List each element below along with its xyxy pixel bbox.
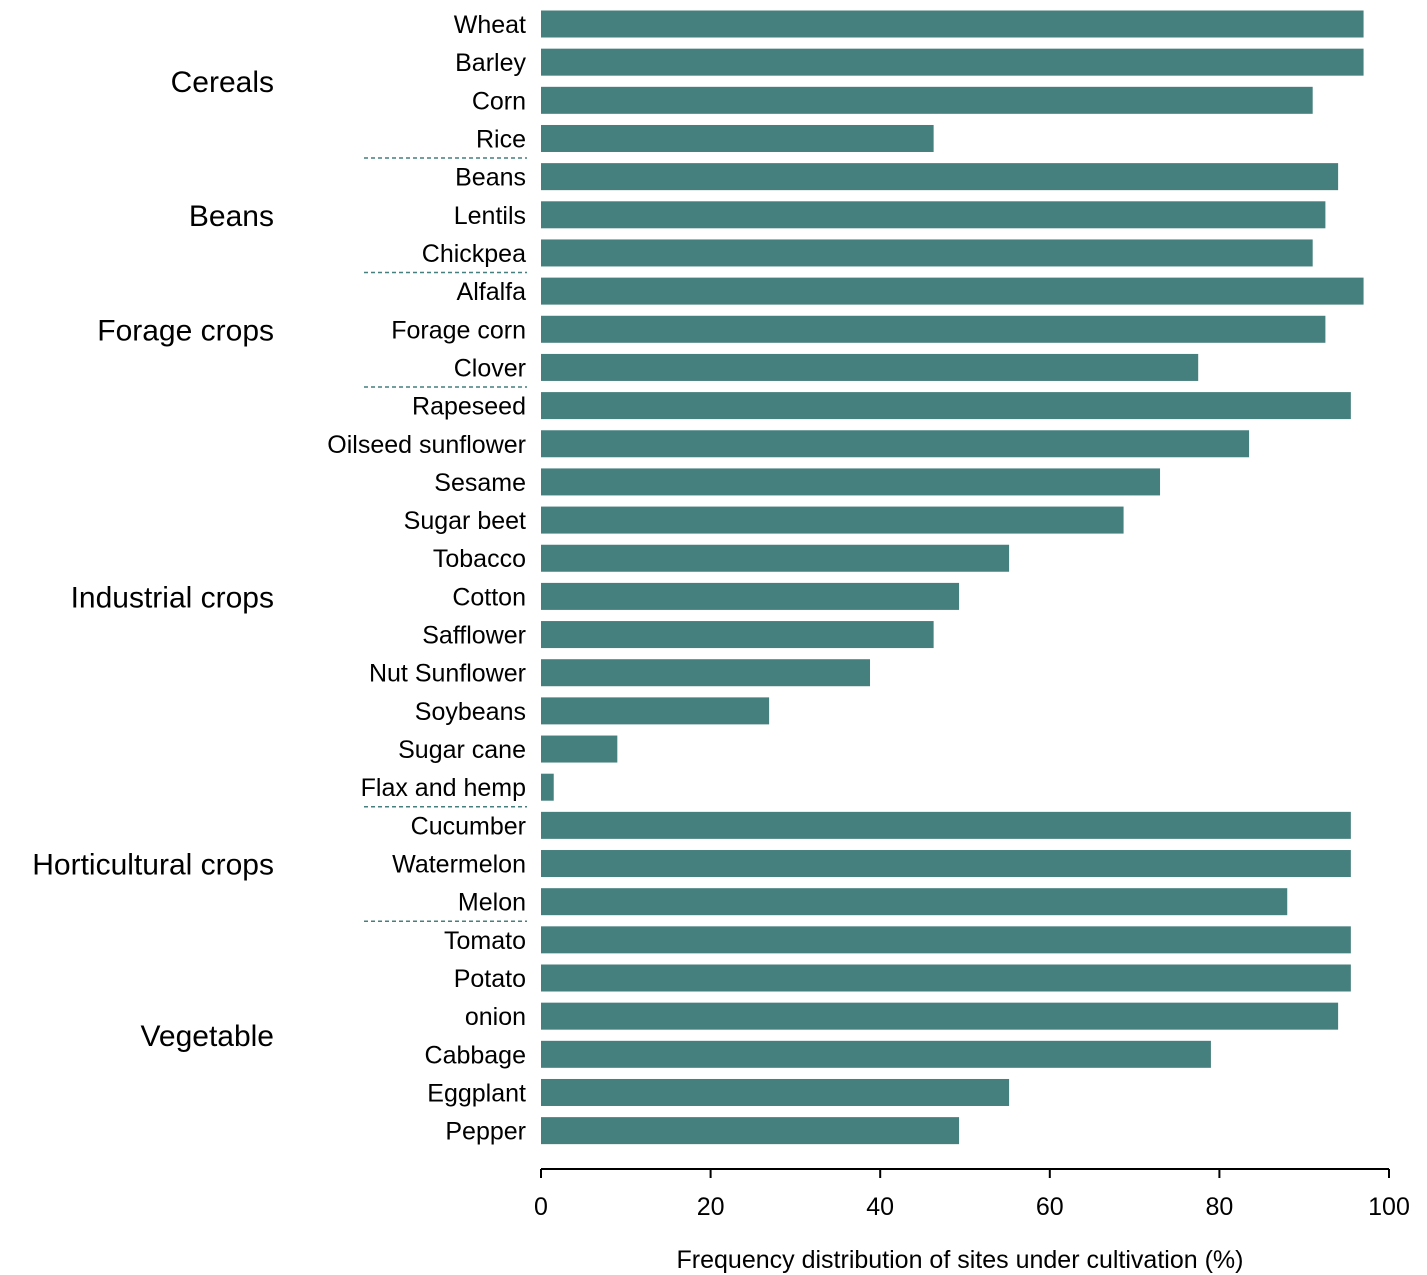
bar-onion: [541, 1002, 1339, 1030]
category-label-clover: Clover: [454, 354, 526, 382]
group-labels: Cereals Beans Forage crops Industrial crops…: [32, 66, 274, 1053]
group-label-beans: Beans: [189, 200, 274, 233]
category-label-cabbage: Cabbage: [425, 1041, 526, 1069]
bar-flax-and-hemp: [541, 773, 554, 801]
group-label-vegetable: Vegetable: [141, 1020, 274, 1053]
group-label-horticultural-crops: Horticultural crops: [32, 849, 274, 882]
x-tick-label: 20: [697, 1193, 725, 1221]
bar-cotton: [541, 582, 960, 610]
category-label-forage-corn: Forage corn: [391, 316, 526, 344]
bar-lentils: [541, 201, 1326, 229]
bar-melon: [541, 888, 1288, 916]
category-label-tobacco: Tobacco: [433, 545, 526, 573]
x-tick-label: 0: [534, 1193, 548, 1221]
category-label-sugar-cane: Sugar cane: [398, 736, 526, 764]
bar-rice: [541, 124, 934, 152]
x-tick-label: 80: [1205, 1193, 1233, 1221]
x-tick-label: 100: [1368, 1193, 1410, 1221]
category-label-tomato: Tomato: [444, 927, 526, 955]
category-label-chickpea: Chickpea: [422, 240, 526, 268]
bar-forage-corn: [541, 315, 1326, 343]
category-label-wheat: Wheat: [454, 11, 526, 39]
category-label-rice: Rice: [476, 125, 526, 153]
category-label-eggplant: Eggplant: [427, 1079, 526, 1107]
category-label-cotton: Cotton: [452, 583, 526, 611]
bar-beans: [541, 163, 1339, 191]
category-label-lentils: Lentils: [454, 202, 526, 230]
category-label-onion: onion: [465, 1003, 526, 1031]
bar-nut-sunflower: [541, 659, 871, 687]
bar-chickpea: [541, 239, 1313, 267]
bar-wheat: [541, 10, 1364, 38]
category-label-alfalfa: Alfalfa: [457, 278, 527, 306]
category-label-sesame: Sesame: [434, 469, 526, 497]
bar-tomato: [541, 926, 1351, 954]
bar-soybeans: [541, 697, 770, 725]
bar-sugar-beet: [541, 506, 1124, 534]
bar-safflower: [541, 621, 934, 649]
x-tick-label: 40: [866, 1193, 894, 1221]
bars: [541, 10, 1364, 1145]
bar-oilseed-sunflower: [541, 430, 1250, 458]
category-label-sugar-beet: Sugar beet: [404, 507, 526, 535]
x-tick-label: 60: [1036, 1193, 1064, 1221]
group-label-forage-crops: Forage crops: [97, 314, 274, 347]
category-label-beans: Beans: [455, 164, 526, 192]
bar-alfalfa: [541, 277, 1364, 305]
category-label-cucumber: Cucumber: [411, 812, 526, 840]
group-separators: [364, 157, 527, 923]
category-label-rapeseed: Rapeseed: [412, 393, 526, 421]
category-label-nut-sunflower: Nut Sunflower: [369, 660, 526, 688]
bar-watermelon: [541, 850, 1351, 878]
bar-sugar-cane: [541, 735, 618, 763]
bar-cabbage: [541, 1040, 1211, 1068]
category-label-barley: Barley: [455, 49, 526, 77]
category-label-soybeans: Soybeans: [415, 698, 526, 726]
bar-pepper: [541, 1117, 960, 1145]
bar-cucumber: [541, 811, 1351, 839]
bar-potato: [541, 964, 1351, 992]
category-label-oilseed-sunflower: Oilseed sunflower: [327, 431, 526, 459]
category-label-safflower: Safflower: [422, 622, 526, 650]
category-label-watermelon: Watermelon: [392, 851, 526, 879]
bar-sesame: [541, 468, 1161, 496]
category-label-melon: Melon: [458, 889, 526, 917]
category-label-potato: Potato: [454, 965, 526, 993]
category-label-flax-and-hemp: Flax and hemp: [361, 774, 526, 802]
bar-tobacco: [541, 544, 1010, 572]
bar-clover: [541, 353, 1199, 381]
bar-barley: [541, 48, 1364, 76]
bar-corn: [541, 86, 1313, 114]
category-labels: Wheat Barley Corn Rice Beans Lentils Chickpea A…: [327, 11, 526, 1146]
x-axis: 0 20 40 60 80 100 Frequency distribution of s…: [534, 1168, 1410, 1274]
bar-rapeseed: [541, 392, 1351, 420]
category-label-pepper: Pepper: [445, 1118, 526, 1146]
group-label-cereals: Cereals: [171, 66, 274, 99]
x-axis-title: Frequency distribution of sites under cu…: [677, 1246, 1244, 1274]
category-label-corn: Corn: [472, 87, 526, 115]
bar-eggplant: [541, 1078, 1010, 1106]
x-ticks: 0 20 40 60 80 100: [534, 1169, 1410, 1221]
group-label-industrial-crops: Industrial crops: [71, 581, 274, 614]
